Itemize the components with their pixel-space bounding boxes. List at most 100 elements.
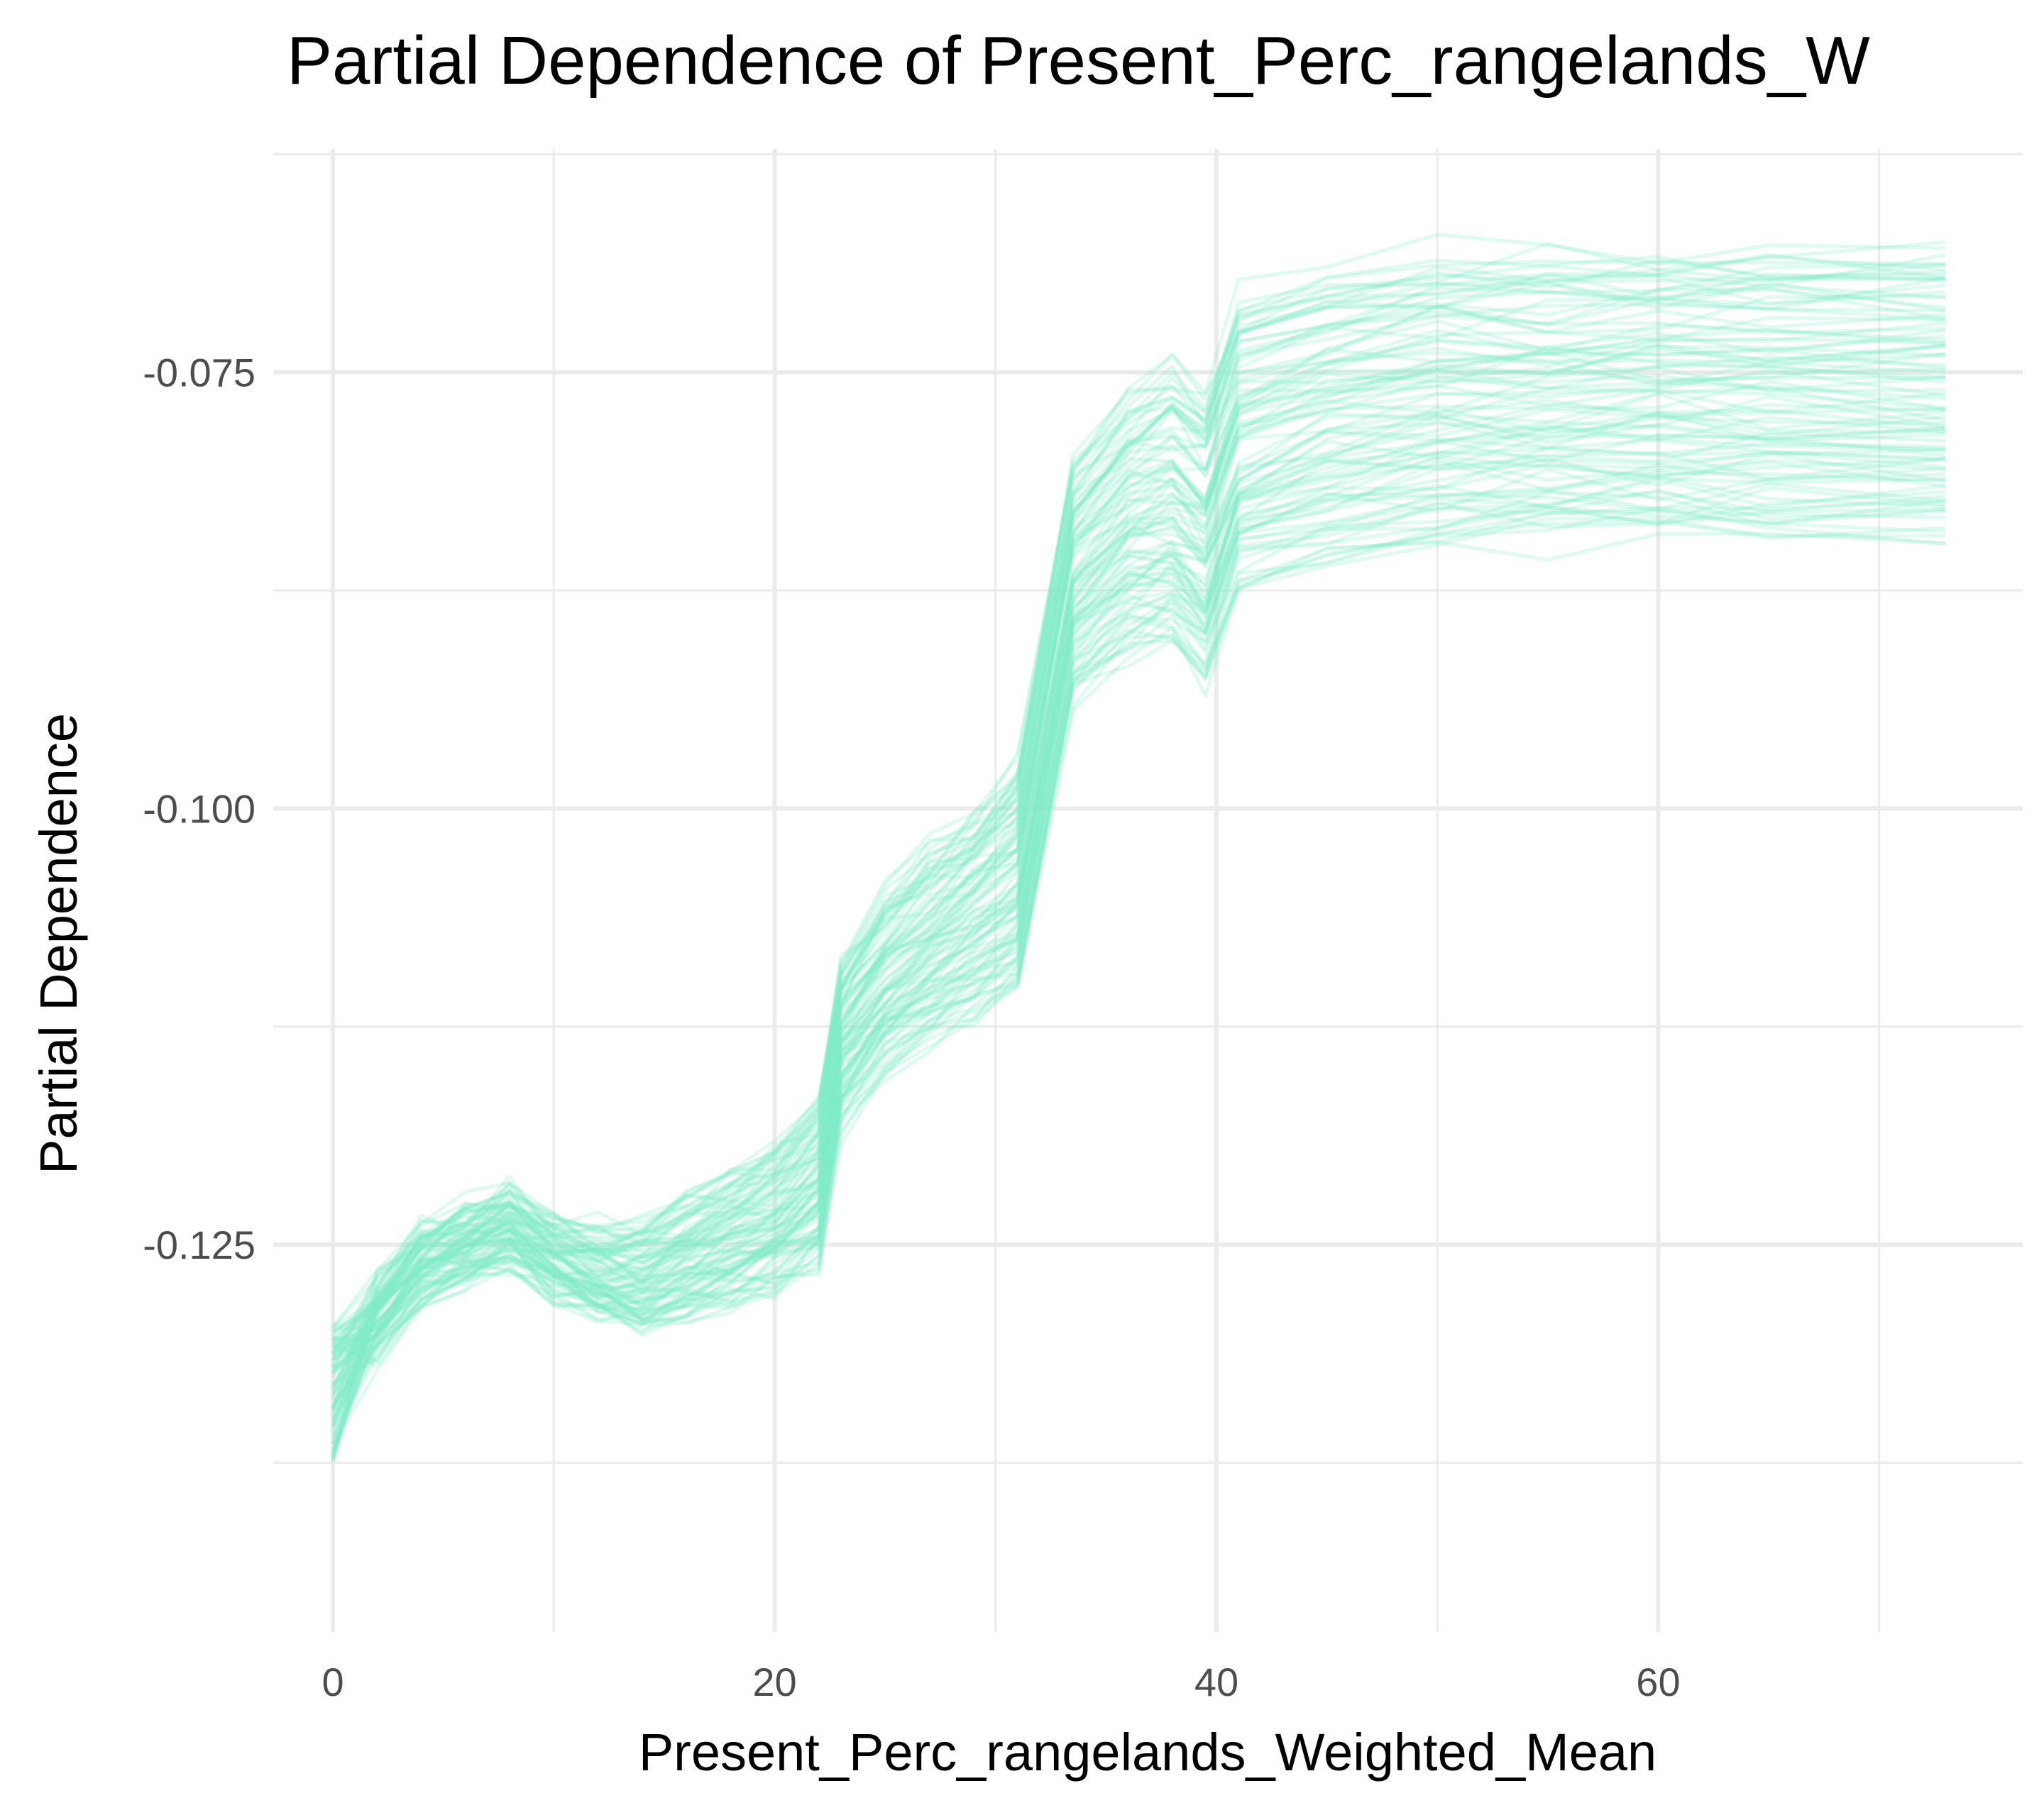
ice-curve — [331, 281, 1946, 1401]
ice-curve — [331, 448, 1946, 1374]
ice-curve — [331, 348, 1946, 1379]
ice-curve — [331, 350, 1946, 1428]
ice-curve — [331, 392, 1946, 1409]
ice-curve — [331, 531, 1946, 1445]
ice-curve — [331, 431, 1946, 1408]
ice-curve — [331, 413, 1946, 1459]
x-axis-title: Present_Perc_rangelands_Weighted_Mean — [639, 1723, 1656, 1782]
ice-curve — [332, 475, 1946, 1343]
ice-curve — [331, 452, 1946, 1455]
ice-curve — [331, 272, 1946, 1374]
ice-curve — [331, 345, 1946, 1389]
ice-curve — [331, 506, 1946, 1440]
x-axis-tick-labels: 0 20 40 60 — [322, 1660, 1680, 1704]
ice-curve — [332, 367, 1946, 1348]
ice-curve — [332, 420, 1946, 1331]
ice-curve — [331, 272, 1946, 1329]
ice-curve — [331, 240, 1946, 1463]
ice-curve — [331, 287, 1946, 1463]
ice-curve — [331, 490, 1946, 1363]
ice-curve — [331, 495, 1946, 1419]
ice-curve — [331, 409, 1946, 1418]
ice-curve — [331, 328, 1946, 1430]
ice-curves — [331, 233, 1946, 1463]
ice-curve — [331, 490, 1946, 1411]
ice-curve — [331, 403, 1946, 1455]
ice-curve — [331, 294, 1946, 1457]
ice-curve — [331, 402, 1946, 1414]
ice-curve — [331, 454, 1946, 1435]
ice-curve — [331, 276, 1946, 1357]
ice-curve — [331, 259, 1946, 1412]
ice-curve — [331, 253, 1946, 1409]
ice-curve — [331, 263, 1946, 1444]
ice-curve — [331, 302, 1946, 1421]
y-tick-label: -0.100 — [143, 786, 256, 831]
ice-curve — [331, 463, 1946, 1356]
ice-curve — [331, 451, 1946, 1373]
ice-curve — [331, 414, 1946, 1459]
ice-curve — [331, 434, 1946, 1391]
ice-curve — [331, 255, 1946, 1338]
major-gridlines — [273, 149, 2023, 1632]
ice-curve — [331, 457, 1946, 1347]
ice-curve — [331, 517, 1946, 1421]
ice-curve — [331, 424, 1946, 1360]
y-tick-label: -0.125 — [143, 1223, 256, 1267]
ice-curve — [331, 389, 1946, 1454]
ice-curve — [331, 445, 1946, 1361]
ice-curve — [331, 415, 1946, 1408]
ice-curve — [331, 425, 1946, 1387]
ice-curve — [331, 345, 1946, 1333]
ice-curve — [331, 342, 1946, 1389]
ice-curve — [331, 316, 1946, 1362]
x-tick-label: 60 — [1636, 1660, 1680, 1704]
ice-curve — [331, 274, 1946, 1409]
ice-curve — [331, 304, 1946, 1350]
ice-curve — [331, 358, 1946, 1355]
ice-curve — [331, 407, 1946, 1461]
x-tick-label: 40 — [1194, 1660, 1238, 1704]
ice-curve — [331, 412, 1946, 1457]
ice-curve — [331, 337, 1946, 1389]
x-tick-label: 0 — [322, 1660, 344, 1704]
y-tick-label: -0.075 — [143, 351, 256, 395]
ice-curve — [331, 492, 1946, 1395]
ice-curve — [331, 380, 1946, 1341]
ice-curve — [331, 233, 1946, 1399]
ice-curve — [331, 334, 1946, 1343]
ice-curve — [331, 470, 1946, 1445]
ice-curve — [331, 368, 1946, 1385]
ice-curve — [331, 395, 1946, 1423]
ice-curve — [331, 351, 1946, 1397]
ice-curve — [331, 460, 1946, 1369]
ice-curve — [332, 398, 1946, 1340]
ice-curve — [331, 258, 1946, 1428]
ice-curve — [332, 427, 1946, 1355]
ice-curve — [331, 505, 1946, 1369]
ice-curve — [332, 519, 1946, 1350]
ice-curve — [331, 343, 1946, 1346]
chart-title: Partial Dependence of Present_Perc_range… — [287, 23, 1870, 99]
ice-curve — [332, 368, 1946, 1333]
ice-curve — [331, 319, 1946, 1374]
y-axis-title: Partial Dependence — [29, 713, 88, 1174]
ice-curve — [331, 385, 1946, 1362]
ice-curve — [331, 263, 1946, 1328]
ice-curve — [331, 450, 1946, 1408]
ice-curve — [331, 297, 1946, 1357]
ice-curve — [331, 289, 1946, 1354]
ice-curve — [331, 366, 1946, 1427]
y-axis-tick-labels: -0.125 -0.100 -0.075 — [143, 351, 256, 1267]
ice-curve — [331, 253, 1946, 1368]
ice-curve — [331, 468, 1946, 1406]
ice-curve — [331, 373, 1946, 1394]
ice-curve — [331, 463, 1946, 1350]
ice-curve — [332, 486, 1946, 1364]
ice-curve — [331, 499, 1946, 1369]
ice-curve — [331, 328, 1946, 1335]
ice-curve — [331, 442, 1946, 1375]
ice-curve — [331, 386, 1946, 1358]
ice-curve — [331, 255, 1946, 1355]
